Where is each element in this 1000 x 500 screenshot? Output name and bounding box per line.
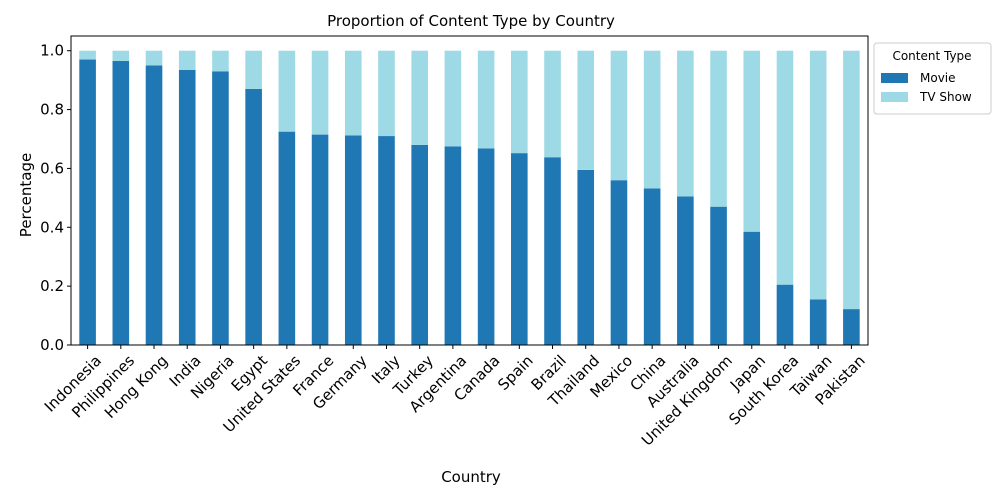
bar-movie-pakistan (843, 309, 860, 345)
bar-tv-show-taiwan (809, 50, 827, 300)
bar-tv-show-canada (477, 50, 495, 149)
bar-tv-show-spain (511, 50, 528, 154)
bar-movie-nigeria (212, 71, 229, 345)
y-tick-label: 1.0 (40, 42, 64, 60)
y-tick-label: 0.4 (40, 218, 64, 236)
y-axis: 0.0 0.2 0.4 0.6 0.8 1.0 (40, 42, 71, 354)
bar-tv-show-hong-kong (145, 50, 163, 66)
bar-movie-brazil (544, 157, 561, 345)
x-tick-label: Spain (494, 352, 536, 394)
bar-tv-show-south-korea (776, 50, 794, 285)
bar-tv-show-pakistan (843, 50, 860, 310)
bar-tv-show-mexico (610, 50, 628, 181)
bar-tv-show-germany (344, 50, 362, 136)
legend: Content Type Movie TV Show (873, 42, 992, 115)
bar-movie-hong-kong (145, 65, 163, 346)
bar-movie-egypt (245, 88, 262, 345)
bar-movie-japan (743, 231, 761, 345)
y-tick-label: 0.0 (40, 336, 64, 354)
bar-tv-show-brazil (544, 50, 561, 158)
bar-movie-germany (344, 135, 362, 345)
bar-tv-show-argentina (444, 50, 462, 147)
bar-tv-show-india (178, 50, 196, 70)
bar-movie-indonesia (79, 59, 96, 345)
bar-movie-turkey (411, 144, 428, 345)
legend-swatch-tv-show (881, 92, 908, 102)
bar-movie-france (311, 134, 329, 345)
plot-area (70, 35, 869, 346)
bar-movie-united-kingdom (710, 206, 727, 345)
bar-tv-show-united-kingdom (710, 50, 727, 207)
chart-title: Proportion of Content Type by Country (327, 12, 615, 30)
bar-tv-show-china (643, 50, 661, 189)
legend-swatch-movie (881, 73, 908, 83)
x-axis-label: Country (441, 468, 501, 486)
bar-movie-mexico (610, 180, 628, 345)
bar-movie-thailand (577, 169, 595, 345)
bar-tv-show-indonesia (79, 50, 96, 60)
y-axis-label: Percentage (17, 153, 35, 237)
bar-movie-south-korea (776, 284, 794, 345)
bar-tv-show-italy (378, 50, 395, 137)
legend-label-movie: Movie (920, 71, 956, 85)
bar-tv-show-philippines (112, 50, 130, 62)
bar-movie-united-states (278, 131, 296, 345)
bar-movie-spain (511, 153, 528, 345)
bar-tv-show-thailand (577, 50, 595, 170)
plot-frame (70, 35, 869, 346)
y-tick-label: 0.2 (40, 277, 64, 295)
bar-movie-australia (677, 196, 694, 345)
bar-movie-india (178, 69, 196, 345)
bar-tv-show-japan (743, 50, 761, 232)
bar-tv-show-turkey (411, 50, 428, 145)
bar-tv-show-australia (677, 50, 694, 197)
bar-movie-argentina (444, 146, 462, 345)
bar-movie-canada (477, 148, 495, 345)
bar-movie-italy (378, 136, 395, 345)
bar-movie-philippines (112, 61, 130, 345)
bar-tv-show-egypt (245, 50, 262, 89)
bar-tv-show-united-states (278, 50, 296, 132)
bar-tv-show-france (311, 50, 329, 135)
bar-movie-china (643, 188, 661, 345)
bar-tv-show-nigeria (212, 50, 229, 72)
y-tick-label: 0.8 (40, 101, 64, 119)
legend-label-tv-show: TV Show (919, 90, 972, 104)
y-tick-label: 0.6 (40, 159, 64, 177)
legend-title: Content Type (892, 49, 971, 63)
bar-movie-taiwan (809, 299, 827, 345)
